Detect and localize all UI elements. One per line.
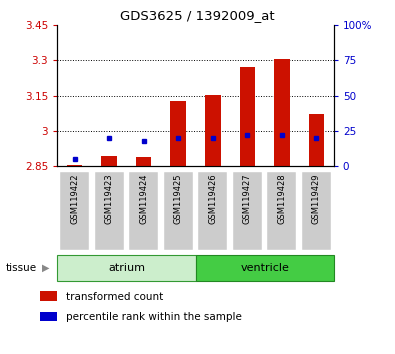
FancyBboxPatch shape: [57, 255, 196, 281]
Text: GSM119423: GSM119423: [105, 173, 114, 224]
Bar: [102, 156, 117, 166]
Bar: [274, 59, 290, 166]
Text: GSM119427: GSM119427: [243, 173, 252, 224]
Bar: [309, 114, 324, 166]
FancyBboxPatch shape: [60, 172, 89, 250]
FancyBboxPatch shape: [267, 172, 296, 250]
Text: GDS3625 / 1392009_at: GDS3625 / 1392009_at: [120, 9, 275, 22]
Text: GSM119422: GSM119422: [70, 173, 79, 224]
Text: GSM119429: GSM119429: [312, 173, 321, 224]
Text: tissue: tissue: [6, 263, 37, 273]
Bar: [171, 101, 186, 166]
Bar: [136, 157, 151, 166]
Bar: [40, 291, 57, 301]
Text: GSM119428: GSM119428: [277, 173, 286, 224]
FancyBboxPatch shape: [302, 172, 331, 250]
Bar: [67, 165, 82, 166]
FancyBboxPatch shape: [198, 172, 228, 250]
Text: percentile rank within the sample: percentile rank within the sample: [66, 312, 242, 322]
Text: GSM119425: GSM119425: [174, 173, 183, 224]
Text: atrium: atrium: [108, 263, 145, 273]
Text: ventricle: ventricle: [240, 263, 289, 273]
Text: transformed count: transformed count: [66, 291, 163, 302]
Bar: [205, 95, 220, 166]
Text: GSM119424: GSM119424: [139, 173, 148, 224]
Text: ▶: ▶: [41, 263, 49, 273]
FancyBboxPatch shape: [233, 172, 262, 250]
Text: GSM119426: GSM119426: [208, 173, 217, 224]
FancyBboxPatch shape: [164, 172, 193, 250]
FancyBboxPatch shape: [196, 255, 334, 281]
FancyBboxPatch shape: [95, 172, 124, 250]
Bar: [40, 312, 57, 321]
Bar: [240, 67, 255, 166]
FancyBboxPatch shape: [129, 172, 158, 250]
